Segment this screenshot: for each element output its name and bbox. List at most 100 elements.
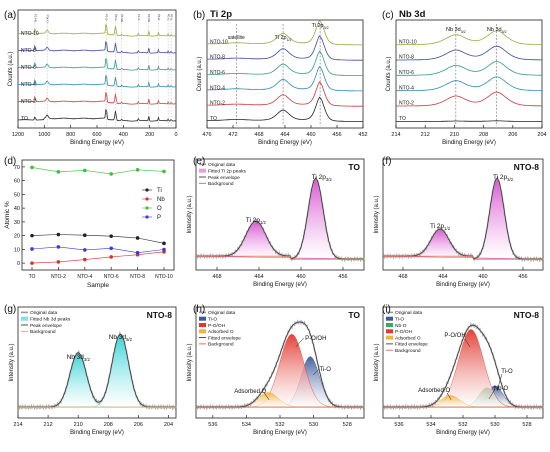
panel-e-fit-peak: [195, 178, 365, 260]
panel-g-fit-peak: [18, 352, 176, 408]
panel-h-peak-label: Ti-O: [320, 367, 332, 373]
panel-g-xtick-label: 204: [164, 422, 173, 428]
panel-d-point: [56, 170, 61, 174]
panel-f-xtick-label: 456: [518, 274, 527, 280]
panel-i-legend-label: P-O/OH: [395, 329, 413, 335]
panel-h-label-leader: [313, 368, 320, 376]
panel-d-category-label: TO: [29, 274, 36, 280]
panel-c-xtick-label: 206: [508, 132, 517, 138]
panel-g-xtick-label: 214: [13, 422, 22, 428]
panel-d-ytick-label: 20: [14, 234, 20, 240]
panel-g-xtick-label: 212: [44, 422, 53, 428]
panel-c-series-label: NTO-2: [399, 101, 414, 107]
panel-f-xtick-label: 460: [478, 274, 487, 280]
panel-a-peak-label: Ti 2p: [114, 14, 118, 21]
panel-g-xtick-label: 206: [134, 422, 143, 428]
panel-h-legend-swatch: [199, 316, 206, 321]
panel-h-legend-label: Fitted envelope: [208, 335, 241, 341]
panel-a-xtick-label: 600: [92, 132, 101, 138]
panel-i-legend-swatch: [386, 316, 393, 321]
panel-i-peak-label: Ti-O: [501, 369, 513, 375]
panel-a-axes: [17, 9, 177, 129]
panel-d-category-label: NTO-8: [130, 274, 145, 280]
panel-c-series-line: [396, 45, 542, 61]
panel-c-series-line: [396, 91, 542, 107]
panel-c-peak-label: Nb 3d3/2: [446, 27, 466, 34]
panel-g-legend-label: Peak envelope: [30, 323, 62, 329]
panel-d-ylabel: Atomic %: [4, 201, 11, 229]
panel-d-legend-label: P: [157, 215, 161, 221]
panel-i-legend-swatch: [386, 329, 393, 334]
panel-d-point: [83, 257, 87, 262]
panel-d-legend-marker: [145, 206, 149, 210]
panel-c-peak-label: Nb 3d5/2: [487, 27, 507, 34]
panel-d-series-line: [31, 167, 165, 175]
panel-b-xtick-label: 468: [254, 132, 263, 138]
panel-h-label-leader: [264, 392, 270, 401]
panel-e-envelope: [196, 178, 364, 260]
panel-e-legend-label: Fitted Ti 2p peaks: [208, 169, 246, 175]
panel-f-envelope: [383, 178, 543, 260]
panel-d-point: [30, 261, 34, 265]
panel-f-xtick-label: 468: [398, 274, 407, 280]
panel-i-xtick-label: 534: [426, 422, 435, 428]
panel-a-peak-label: P 2p: [157, 14, 161, 20]
panel-letter: (b): [193, 10, 205, 21]
panel-d-axes: [21, 159, 175, 271]
panel-letter: (a): [4, 10, 16, 21]
panel-b-series-line: [207, 50, 363, 76]
panel-f-fit-peak: [382, 178, 544, 260]
panel-d-point: [30, 165, 34, 170]
panel-g-legend-label: Original data: [30, 310, 58, 316]
panel-i-label-leader: [446, 392, 452, 401]
panel-b-satellite-label: satellite: [228, 35, 245, 41]
panel-g-ylabel: Intensity (a.u.): [9, 343, 15, 381]
panel-h-legend-label: P-O/OH: [208, 323, 226, 329]
panel-e-original-data: [195, 175, 365, 263]
panel-b-series-line: [207, 35, 363, 61]
panel-d-ytick-label: 40: [14, 206, 20, 212]
panel-d-ytick-label: 30: [14, 220, 20, 226]
panel-i-xtick-label: 530: [490, 422, 499, 428]
panel-d-point: [135, 250, 140, 255]
panel-c-series-label: NTO-8: [399, 55, 414, 61]
panel-b-series-label: NTO-10: [210, 39, 228, 45]
panel-a-xtick-label: 1200: [12, 132, 24, 138]
panel-h-peak-label: Adsorbed O: [234, 389, 266, 395]
panel-i-peak-label: Adsorbed O: [418, 388, 450, 394]
panel-c-axes: [395, 19, 543, 129]
panel-d-point: [135, 167, 140, 172]
panel-d-series-line: [31, 246, 165, 254]
panel-g-xlabel: Binding Energy (eV): [70, 430, 124, 436]
panel-d-category-label: NTO-10: [155, 274, 173, 280]
panel-e-xtick-label: 464: [254, 274, 263, 280]
panel-b-peak-label: Ti 2p1/2: [275, 35, 292, 42]
panel-c-ylabel: Counts (a.u.): [386, 57, 392, 92]
panel-a-xtick-label: 400: [119, 132, 128, 138]
panel-d-ytick-label: 50: [14, 192, 20, 198]
panel-e-background: [196, 255, 364, 260]
panel-b-peak-label: Ti 2p3/2: [312, 23, 329, 30]
panel-i-label-leader: [488, 388, 496, 400]
panel-e-xlabel: Binding Energy (eV): [253, 282, 307, 288]
panel-c-xtick-label: 208: [479, 132, 488, 138]
panel-h-legend-swatch: [199, 329, 206, 334]
panel-g-title: NTO-8: [147, 310, 173, 320]
panel-a-series-line: [17, 23, 176, 37]
panel-e-title: TO: [348, 162, 360, 172]
panel-h-peak-label: P-O/OH: [305, 336, 326, 342]
panel-b-xtick-label: 456: [332, 132, 341, 138]
panel-g-axes: [17, 306, 177, 419]
panel-b-xtick-label: 464: [280, 132, 289, 138]
panel-d-ytick-label: 60: [14, 179, 20, 185]
panel-f-title: NTO-8: [514, 162, 540, 172]
panel-i-label-leader: [464, 338, 471, 348]
panel-letter: (f): [382, 156, 391, 167]
panel-f-xtick-label: 464: [438, 274, 447, 280]
panel-a-xlabel: Binding Energy (eV): [70, 140, 124, 146]
panel-c-title: Nb 3d: [399, 9, 426, 20]
panel-a-series-label: NTO-2: [21, 99, 36, 105]
panel-c-series-line: [396, 30, 542, 46]
panel-b-ylabel: Counts (a.u.): [197, 57, 203, 92]
